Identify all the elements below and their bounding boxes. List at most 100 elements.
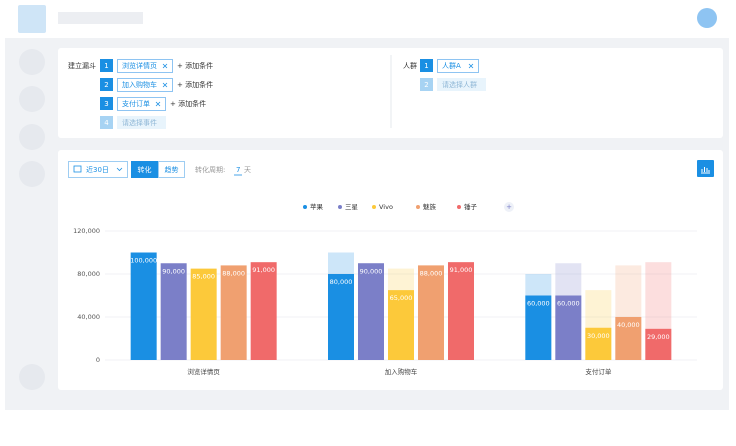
value-label: 30,000 bbox=[587, 332, 610, 340]
bar bbox=[190, 268, 217, 360]
step-number: 2 bbox=[104, 81, 108, 89]
y-tick-label: 80,000 bbox=[77, 270, 100, 278]
add-condition[interactable]: + 添加条件 bbox=[170, 99, 206, 108]
remove-icon[interactable] bbox=[468, 63, 474, 69]
event-tag[interactable] bbox=[117, 78, 173, 92]
value-label: 40,000 bbox=[617, 321, 640, 329]
logo[interactable] bbox=[18, 5, 46, 33]
nav-icon[interactable] bbox=[19, 86, 45, 112]
bar bbox=[250, 262, 277, 360]
period-value[interactable]: 7 bbox=[236, 166, 240, 174]
audience-label: 人群 bbox=[403, 61, 417, 70]
x-tick-label: 浏览详情页 bbox=[187, 367, 220, 376]
bar bbox=[328, 274, 354, 360]
legend-marker bbox=[372, 205, 376, 209]
audience-select[interactable] bbox=[437, 78, 486, 91]
step-number: 4 bbox=[104, 119, 109, 127]
y-tick-label: 0 bbox=[96, 356, 100, 364]
legend-add-button[interactable] bbox=[504, 202, 514, 212]
audience-number-box bbox=[420, 59, 433, 72]
legend-label[interactable]: 三星 bbox=[345, 203, 359, 211]
step-number: 1 bbox=[104, 62, 108, 70]
audience-number: 2 bbox=[424, 81, 428, 89]
add-condition[interactable]: + 添加条件 bbox=[177, 61, 213, 70]
date-picker[interactable] bbox=[68, 161, 128, 178]
event-name[interactable]: 浏览详情页 bbox=[122, 61, 157, 70]
value-label: 90,000 bbox=[360, 267, 383, 275]
event-name[interactable]: 加入购物车 bbox=[122, 80, 157, 89]
dropdown-arrow bbox=[116, 167, 123, 172]
period-unit: 天 bbox=[244, 166, 251, 174]
date-range[interactable]: 近30日 bbox=[86, 165, 109, 174]
tab-active[interactable] bbox=[131, 161, 158, 178]
value-label: 85,000 bbox=[192, 273, 215, 281]
legend-label[interactable]: 锤子 bbox=[464, 202, 478, 211]
bar bbox=[358, 263, 384, 360]
x-tick-label: 加入购物车 bbox=[385, 367, 418, 376]
value-label: 88,000 bbox=[420, 269, 443, 277]
value-label: 100,000 bbox=[130, 257, 157, 265]
value-label: 80,000 bbox=[330, 278, 353, 286]
step-number-box bbox=[100, 116, 113, 129]
audience-tag[interactable] bbox=[437, 59, 479, 73]
value-label: 65,000 bbox=[390, 294, 413, 302]
legend-label[interactable]: 魅族 bbox=[423, 202, 437, 211]
tab[interactable]: 趋势 bbox=[165, 165, 179, 174]
remove-icon[interactable] bbox=[162, 82, 168, 88]
chart-type-button[interactable] bbox=[697, 160, 714, 177]
bar bbox=[615, 317, 642, 360]
chart-icon bbox=[701, 167, 710, 174]
event-tag[interactable] bbox=[117, 97, 166, 111]
bar bbox=[220, 265, 247, 360]
bar bbox=[645, 328, 672, 360]
audience-placeholder[interactable]: 请选择人群 bbox=[442, 80, 477, 89]
step-number-box bbox=[100, 97, 113, 110]
remove-icon[interactable] bbox=[155, 101, 161, 107]
bar bbox=[525, 295, 552, 360]
legend-marker bbox=[416, 205, 420, 209]
bar bbox=[388, 290, 414, 360]
calendar-icon bbox=[73, 165, 82, 173]
step-number-box bbox=[100, 78, 113, 91]
tab[interactable]: 转化 bbox=[138, 165, 152, 174]
tab-inactive[interactable] bbox=[158, 161, 185, 178]
event-tag[interactable] bbox=[117, 59, 173, 73]
legend-label[interactable]: Vivo bbox=[379, 203, 393, 211]
bar bbox=[130, 252, 157, 360]
nav-icon[interactable] bbox=[19, 161, 45, 187]
legend-add[interactable]: + bbox=[506, 203, 512, 211]
nav-icon[interactable] bbox=[19, 364, 45, 390]
value-label: 88,000 bbox=[222, 269, 245, 277]
bar bbox=[585, 327, 612, 360]
nav-icon[interactable] bbox=[19, 49, 45, 75]
add-condition[interactable]: + 添加条件 bbox=[177, 80, 213, 89]
legend-marker bbox=[457, 205, 461, 209]
audience-number: 1 bbox=[424, 62, 428, 70]
bar bbox=[448, 262, 474, 360]
legend-label[interactable]: 苹果 bbox=[310, 202, 324, 211]
event-placeholder[interactable]: 请选择事件 bbox=[122, 118, 157, 127]
value-label: 91,000 bbox=[450, 266, 473, 274]
value-label: 60,000 bbox=[527, 300, 550, 308]
event-select[interactable] bbox=[117, 116, 166, 129]
filter-layer: 1 浏览详情页 + 添加条件 2 加入购物车 + 添加条件 3 支付订单 + 添加条件 4 请选择事… bbox=[100, 59, 486, 129]
chart: 0 40,000 80,000 120,000 苹果 三星 Vivo 魅族 锤子 + 浏览详情页 10… bbox=[73, 202, 697, 376]
audience-number-box bbox=[420, 78, 433, 91]
nav-icon[interactable] bbox=[19, 124, 45, 150]
legend-marker bbox=[338, 205, 342, 209]
step-number-box bbox=[100, 59, 113, 72]
remove-icon[interactable] bbox=[162, 63, 168, 69]
step-number: 3 bbox=[104, 100, 108, 108]
y-tick-label: 120,000 bbox=[73, 227, 100, 235]
period-label: 转化周期: bbox=[195, 165, 225, 174]
audience-name[interactable]: 人群A bbox=[442, 61, 461, 70]
event-name[interactable]: 支付订单 bbox=[122, 99, 150, 108]
bar bbox=[418, 265, 444, 360]
avatar[interactable] bbox=[697, 8, 717, 28]
value-label: 91,000 bbox=[252, 266, 275, 274]
search-placeholder[interactable] bbox=[58, 12, 143, 24]
value-label: 90,000 bbox=[162, 267, 185, 275]
funnel-label: 建立漏斗 bbox=[68, 61, 96, 70]
